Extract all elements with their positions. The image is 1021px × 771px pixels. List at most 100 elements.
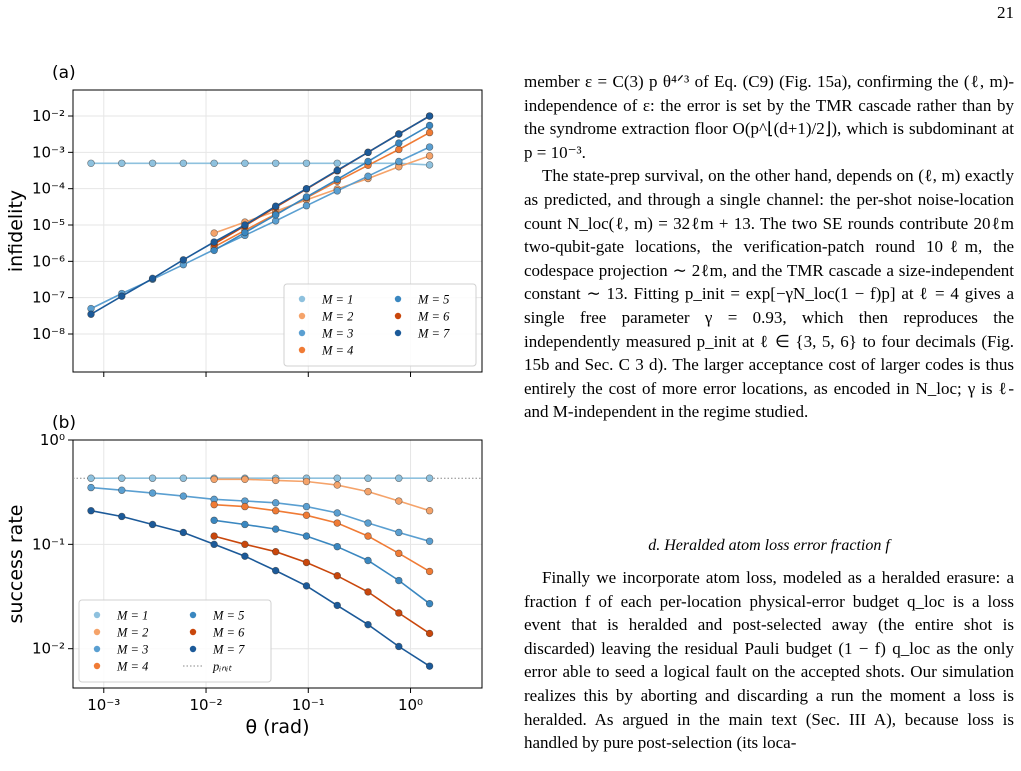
data-point [425,121,434,130]
y-axis-label: success rate [5,505,27,624]
legend-label: M = 1 [321,293,353,307]
data-point [87,310,95,318]
legend-label: M = 4 [116,660,148,674]
data-point [364,532,372,540]
series-line [90,509,431,667]
legend-marker [93,645,101,653]
paragraph: Finally we incorporate atom loss, modele… [524,568,1014,753]
data-point [271,202,280,210]
data-point [87,159,95,167]
data-point [425,662,434,670]
data-point [241,552,249,560]
data-point [271,525,280,533]
data-point [425,128,434,137]
data-point [425,537,434,545]
data-point [302,184,311,193]
legend-label: M = 4 [321,344,353,358]
data-point [302,202,311,210]
y-tick-label: 10⁰ [40,431,65,449]
y-tick-label: 10⁻⁸ [32,325,65,343]
x-tick-label: 10⁻² [190,696,223,714]
page-number: 21 [997,3,1014,22]
paragraph: The state-prep survival, on the other ha… [524,166,1014,422]
data-point [302,193,311,201]
data-point [425,567,434,576]
legend-label: M = 7 [417,327,450,341]
data-point [271,159,280,167]
legend-marker [298,295,306,303]
legend-marker [298,312,306,320]
y-axis-label: infidelity [5,190,27,272]
data-point [333,601,341,610]
legend-box [78,599,272,683]
data-point [364,519,372,527]
data-point [395,549,403,558]
data-point [148,520,157,529]
data-point [87,483,95,492]
data-point [118,486,126,494]
data-point [364,474,372,482]
data-point [179,474,188,482]
series-line [90,115,431,315]
data-point [210,540,218,549]
y-tick-label: 10⁻⁴ [32,180,65,198]
data-point [118,474,126,482]
data-point [395,609,403,617]
data-point [271,566,280,575]
legend-marker [394,295,402,303]
data-point [148,274,157,283]
data-point [210,532,218,540]
data-point [210,246,218,255]
axes-frame [72,89,483,373]
data-point [333,187,341,195]
data-point [395,576,403,585]
data-point [302,532,311,540]
data-point [302,502,311,511]
data-point [333,474,341,482]
data-point [425,161,434,169]
data-point [395,474,403,482]
series-line [213,535,431,635]
legend-label: M = 1 [116,609,148,623]
series-line [214,478,430,512]
data-point [333,509,341,517]
x-axis-label: θ (rad) [245,716,309,738]
data-point [87,507,95,515]
legend-label: M = 5 [212,609,244,623]
data-point [179,528,188,537]
data-point [241,159,249,167]
data-point [179,159,188,167]
data-point [179,492,188,500]
data-point [210,238,218,246]
text-column: Finally we incorporate atom loss, modele… [524,566,1014,755]
data-point [271,507,280,515]
data-point [87,474,95,482]
data-point [302,558,311,567]
legend-label: M = 3 [116,643,148,657]
data-point [148,159,157,167]
series-line [213,519,431,605]
x-tick-label: 10⁻³ [87,696,120,714]
panel-label: (a) [52,63,76,83]
data-point [302,511,311,519]
y-tick-label: 10⁻³ [32,143,65,161]
data-point [364,556,372,565]
data-point [425,112,434,120]
data-point [333,519,341,527]
data-point [395,497,403,505]
data-point [302,477,311,486]
legend: M = 1 M = 2 M = 3 M = 4 M = 5 M = 6 M = 7 pᵢₙᵢₜ [78,599,272,683]
legend-marker [189,645,197,653]
y-tick-label: 10⁻⁷ [32,289,65,307]
data-point [425,629,434,638]
data-point [118,512,126,521]
legend-label: M = 2 [116,626,148,640]
data-point [179,256,188,264]
legend-marker [93,628,101,636]
series-line [213,131,430,248]
data-point [425,474,434,482]
data-point [425,507,434,515]
y-tick-label: 10⁻² [32,640,65,658]
data-point [210,516,218,524]
legend-marker [93,662,101,670]
